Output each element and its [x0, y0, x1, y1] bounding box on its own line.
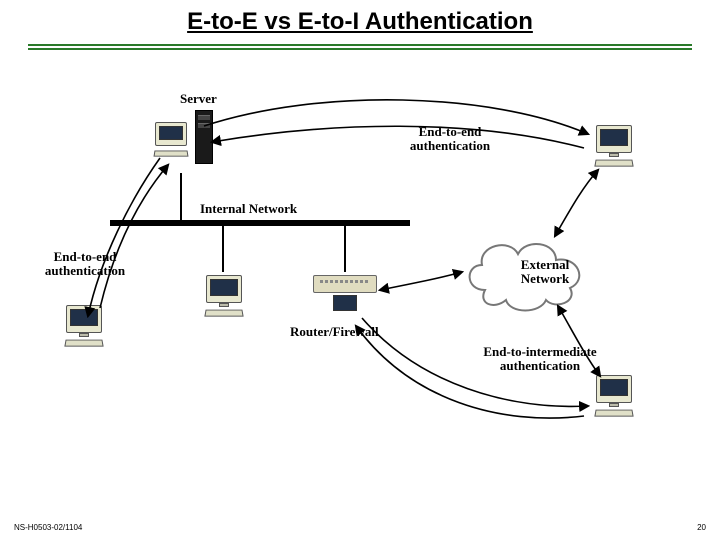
label-line: Network	[521, 271, 569, 286]
label-line: authentication	[500, 358, 580, 373]
label-line: End-to-end	[54, 249, 117, 264]
label-line: authentication	[45, 263, 125, 278]
page-number: 20	[697, 523, 706, 532]
computer-icon	[200, 275, 248, 321]
computer-icon	[590, 125, 638, 171]
page-title: E-to-E vs E-to-I Authentication	[187, 8, 533, 35]
label-line: End-to-intermediate	[483, 344, 596, 359]
router-firewall-icon	[310, 275, 380, 315]
label-line: End-to-end	[419, 124, 482, 139]
label-line: External	[521, 257, 569, 272]
computer-icon	[590, 375, 638, 421]
label-e2e-right: End-to-end authentication	[390, 125, 510, 154]
bus-drop-pc	[222, 226, 224, 272]
label-line: authentication	[410, 138, 490, 153]
network-bus	[110, 220, 410, 226]
label-e2i: End-to-intermediate authentication	[460, 345, 620, 374]
label-internal-network: Internal Network	[200, 202, 297, 216]
label-e2e-left: End-to-end authentication	[30, 250, 140, 279]
label-server: Server	[180, 92, 217, 106]
title-underline-1	[28, 44, 692, 46]
bus-drop-router	[344, 226, 346, 272]
label-external-network: External Network	[505, 258, 585, 287]
title-underline-2	[28, 48, 692, 50]
computer-icon	[60, 305, 108, 351]
footer-code: NS-H0503-02/1104	[14, 523, 82, 532]
title-area: E-to-E vs E-to-I Authentication	[0, 8, 720, 36]
server-icon	[155, 110, 213, 172]
bus-drop-server	[180, 173, 182, 220]
network-diagram: Server Internal Network End-to-end authe…	[60, 70, 660, 470]
label-router-firewall: Router/Firewall	[290, 325, 379, 339]
